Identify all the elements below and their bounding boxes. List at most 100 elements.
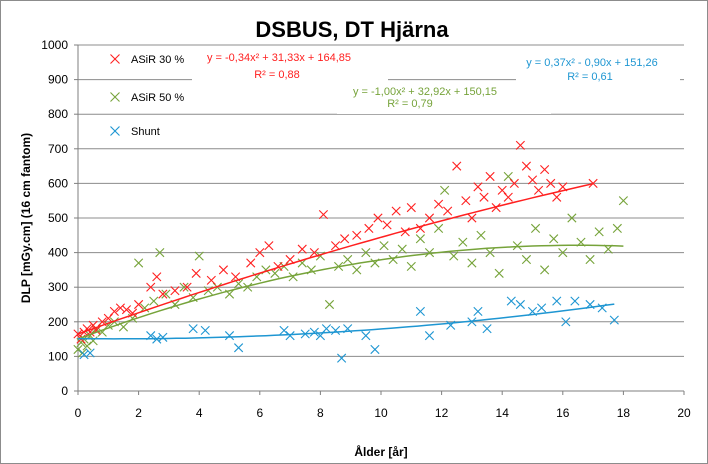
asir-50-point (297, 258, 307, 268)
marker-stroke (530, 223, 541, 233)
marker-stroke (552, 296, 562, 306)
asir-50-point (379, 241, 389, 251)
marker-stroke (482, 324, 492, 334)
shunt-point (279, 325, 289, 336)
asir-50-point (585, 254, 595, 265)
asir-50-point (540, 265, 550, 275)
marker-stroke (273, 261, 283, 272)
marker-stroke (458, 237, 468, 247)
asir-30-point (340, 234, 350, 244)
asir-30-point (485, 171, 495, 182)
asir-50-point (270, 268, 280, 278)
marker-stroke (415, 234, 425, 244)
x-axis-ticks: 0 2 4 6 8 10 12 14 16 18 20 (75, 391, 691, 420)
marker-stroke (158, 289, 168, 299)
asir-30-point (552, 192, 562, 202)
asir-50-point (512, 241, 522, 251)
shunt-point (330, 325, 341, 336)
legend-label: ASiR 50 % (131, 92, 184, 104)
marker-stroke (546, 178, 556, 188)
asir-30-point (373, 213, 383, 223)
marker-stroke (134, 258, 144, 268)
marker-stroke (570, 296, 580, 306)
marker-stroke (461, 196, 471, 206)
asir-50-point (494, 268, 504, 278)
x-tick-label: 8 (317, 406, 324, 420)
marker-stroke (612, 223, 622, 233)
shunt-point (424, 331, 435, 341)
y-tick-label: 500 (48, 211, 68, 225)
shunt-trendline (78, 303, 615, 340)
marker-stroke (585, 254, 595, 265)
y-tick-label: 1000 (41, 38, 68, 52)
marker-stroke (321, 324, 332, 334)
marker-stroke (158, 332, 168, 342)
marker-stroke (485, 171, 495, 182)
marker-stroke (352, 265, 362, 275)
x-tick-label: 18 (617, 406, 631, 420)
asir-50-point (352, 265, 362, 275)
shunt-point (321, 324, 332, 334)
asir-30-point (297, 244, 307, 254)
asir-50-point (194, 251, 204, 261)
marker-stroke (512, 241, 522, 251)
asir-50-point (567, 213, 577, 223)
asir-30-point (521, 161, 532, 171)
legend-label: Shunt (131, 126, 160, 138)
marker-stroke (85, 348, 95, 358)
marker-stroke (88, 336, 98, 346)
marker-stroke (424, 331, 435, 341)
marker-stroke (255, 248, 265, 258)
marker-stroke (230, 272, 241, 282)
marker-stroke (361, 248, 371, 258)
marker-stroke (243, 282, 253, 292)
asir-30-point (424, 213, 435, 223)
marker-stroke (467, 213, 477, 223)
asir-50-point (530, 223, 541, 233)
asir-30-point (170, 286, 180, 296)
marker-stroke (467, 258, 477, 268)
marker-stroke (134, 299, 144, 310)
x-tick-label: 0 (75, 406, 82, 420)
marker-stroke (424, 248, 435, 258)
marker-stroke (473, 306, 483, 317)
marker-stroke (252, 272, 262, 282)
marker-stroke (503, 192, 513, 202)
asir-30-point (121, 305, 132, 315)
asir-50-point (88, 336, 98, 346)
shunt-point (561, 317, 571, 327)
asir-30-point (152, 272, 162, 282)
marker-stroke (588, 178, 598, 188)
asir-50-point (179, 282, 189, 292)
marker-stroke (449, 251, 459, 261)
asir-30-point (406, 203, 416, 213)
marker-stroke (415, 306, 425, 317)
marker-stroke (433, 223, 444, 233)
asir-30-point (264, 241, 274, 251)
marker-stroke (309, 327, 319, 337)
asir-50-point (594, 227, 604, 237)
asir-30-point (364, 223, 374, 233)
shunt-point (515, 299, 525, 310)
asir-50-point (549, 234, 559, 244)
marker-stroke (491, 203, 501, 213)
marker-stroke (343, 254, 353, 265)
x-tick-label: 20 (677, 406, 691, 420)
marker-stroke (140, 303, 150, 313)
marker-stroke (110, 126, 120, 136)
y-tick-label: 900 (48, 73, 68, 87)
marker-stroke (521, 161, 532, 171)
asir-50-point (485, 248, 495, 258)
marker-stroke (82, 341, 92, 351)
asir-30-point (546, 178, 556, 188)
asir-50-point (440, 185, 450, 195)
asir-30-point (452, 161, 462, 171)
shunt-point (552, 296, 562, 306)
marker-stroke (424, 213, 435, 223)
marker-stroke (285, 254, 295, 265)
shunt-point (234, 343, 244, 353)
marker-stroke (533, 185, 544, 195)
marker-stroke (561, 317, 571, 327)
marker-stroke (188, 292, 198, 303)
asir-50-point (288, 272, 298, 282)
